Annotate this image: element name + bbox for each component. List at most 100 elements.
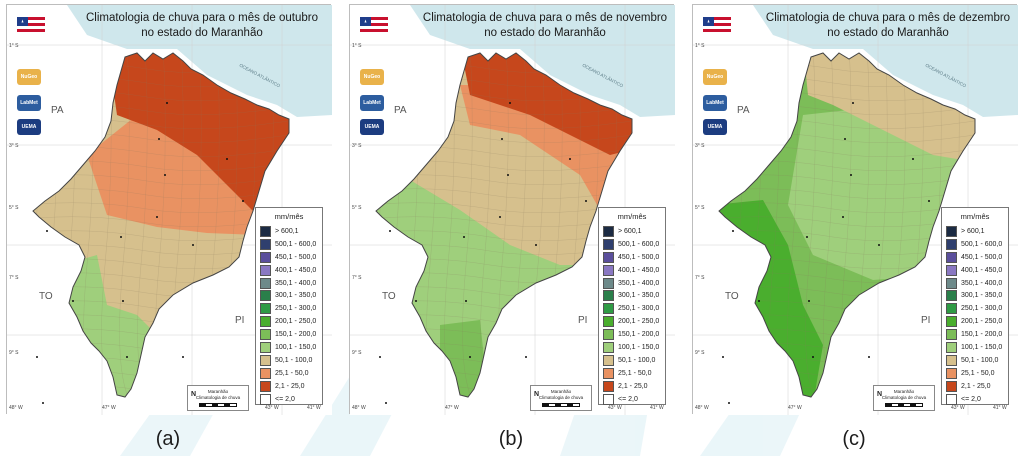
city-marker [192,244,194,246]
legend-label: 100,1 - 150,0 [618,343,660,351]
legend-swatch [260,290,271,302]
city-marker [928,200,930,202]
legend-item: 400,1 - 450,0 [942,264,1008,277]
legend-swatch [603,393,614,405]
ocean-area [410,5,675,117]
scale-bar [199,403,237,407]
legend-label: 450,1 - 500,0 [961,253,1003,261]
legend-swatch [603,380,614,392]
legend-item: 350,1 - 400,0 [599,277,665,290]
city-marker [46,230,48,232]
coordinate-label: 41° W [307,405,321,411]
caption-a: (a) [155,428,181,450]
legend-swatch [603,251,614,263]
map-panel-november: Climatologia de chuva para o mês de nove… [349,4,675,415]
city-marker [385,402,387,404]
legend-item: 100,1 - 150,0 [256,341,322,354]
coordinate-label: 47° W [102,405,116,411]
legend-swatch [603,238,614,250]
city-marker [158,138,160,140]
uema-logo: UEMA [703,119,727,135]
state-outline [375,52,633,398]
city-marker [844,138,846,140]
state-label-to: TO [382,291,396,302]
map-panel-october: Climatologia de chuva para o mês de outu… [6,4,332,415]
city-marker [852,102,854,104]
city-marker [812,356,814,358]
legend-item: 450,1 - 500,0 [599,251,665,264]
legend-label: 350,1 - 400,0 [275,279,317,287]
legend-swatch [946,380,957,392]
uema-logo: UEMA [17,119,41,135]
labmet-logo: LabMet [17,95,41,111]
state-label-to: TO [725,291,739,302]
city-marker [732,230,734,232]
state-label-pa: PA [51,105,64,116]
coordinate-label: 7° S [695,275,705,281]
map-title-line2: no estado do Maranhão [141,27,263,39]
city-marker [465,300,467,302]
caption-c: (c) [842,428,866,450]
scale-box: N Maranhão Climatologia de chuva [187,385,249,411]
nugeo-logo: NuGeo [703,69,727,85]
legend-label: 50,1 - 100,0 [618,356,656,364]
legend-swatch [260,354,271,366]
coordinate-label: 1° S [352,43,362,49]
map-title-line2: no estado do Maranhão [827,27,949,39]
legend-swatch [603,341,614,353]
city-marker [569,158,571,160]
legend-label: 250,1 - 300,0 [618,305,660,313]
legend-item: 2,1 - 25,0 [599,380,665,393]
coordinate-label: 48° W [695,405,709,411]
state-label-pi: PI [921,315,931,326]
coordinate-label: 5° S [352,205,362,211]
city-marker [36,356,38,358]
map-title-line1: Climatologia de chuva para o mês de deze… [765,12,1011,24]
legend-swatch [946,316,957,328]
city-marker [850,174,852,176]
legend-item: 200,1 - 250,0 [256,315,322,328]
maranhao-flag-icon [360,17,388,35]
map-title: Climatologia de chuva para o mês de deze… [763,11,1013,41]
legend-swatch [946,354,957,366]
map-title: Climatologia de chuva para o mês de outu… [77,11,327,41]
legend-swatch [946,290,957,302]
legend-item: 150,1 - 200,0 [256,328,322,341]
coordinate-label: 1° S [9,43,19,49]
north-arrow-icon: N [877,391,883,398]
city-marker [507,174,509,176]
legend-label: 50,1 - 100,0 [275,356,313,364]
legend-label: 250,1 - 300,0 [961,305,1003,313]
coordinate-label: 9° S [9,350,19,356]
city-marker [585,200,587,202]
legend-label: 150,1 - 200,0 [275,331,317,339]
legend-item: 250,1 - 300,0 [256,302,322,315]
labmet-logo: LabMet [360,95,384,111]
scale-title: Maranhão [550,389,572,394]
state-label-pa: PA [737,105,750,116]
city-marker [463,236,465,238]
coordinate-label: 41° W [993,405,1007,411]
legend-swatch [603,290,614,302]
legend-label: 350,1 - 400,0 [961,279,1003,287]
legend-label: 250,1 - 300,0 [275,305,317,313]
legend-label: > 600,1 [618,227,642,235]
legend-label: 500,1 - 600,0 [618,240,660,248]
legend-label: 150,1 - 200,0 [618,331,660,339]
legend-label: 450,1 - 500,0 [618,253,660,261]
legend: mm/mês > 600,1 500,1 - 600,0 450,1 - 500,0 4… [598,207,666,405]
legend-item: 2,1 - 25,0 [256,380,322,393]
legend-swatch [260,393,271,405]
scale-box: N Maranhão Climatologia de chuva [530,385,592,411]
legend-item: <= 2,0 [599,393,665,406]
legend-item: 500,1 - 600,0 [256,238,322,251]
coordinate-label: 5° S [9,205,19,211]
coordinate-label: 48° W [9,405,23,411]
city-marker [126,356,128,358]
map-title-line1: Climatologia de chuva para o mês de nove… [422,12,668,24]
caption-b: (b) [498,428,524,450]
legend-swatch [603,264,614,276]
state-label-pi: PI [235,315,245,326]
ocean-area [753,5,1018,117]
legend-label: 400,1 - 450,0 [618,266,660,274]
